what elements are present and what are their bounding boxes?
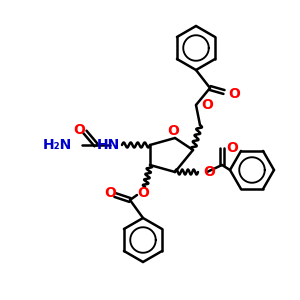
Text: O: O (203, 165, 215, 179)
Text: O: O (226, 141, 238, 155)
Text: O: O (228, 87, 240, 101)
Text: O: O (137, 186, 149, 200)
Text: O: O (73, 123, 85, 137)
Text: HN: HN (97, 138, 120, 152)
Text: H₂N: H₂N (43, 138, 72, 152)
Text: O: O (104, 186, 116, 200)
Text: O: O (201, 98, 213, 112)
Text: O: O (167, 124, 179, 138)
